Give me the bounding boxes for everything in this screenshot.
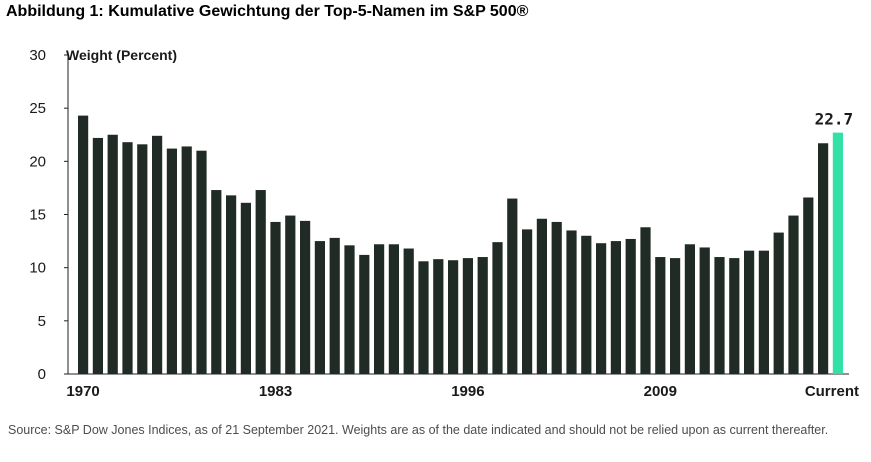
y-tick-label: 30: [29, 47, 46, 64]
x-tick-label: 1996: [451, 383, 484, 400]
y-tick-label: 5: [38, 313, 46, 330]
bars: [78, 115, 843, 375]
bar: [773, 232, 784, 374]
bar: [744, 250, 755, 374]
bar: [388, 244, 399, 374]
x-axis: 1970 1983 1996 2009 Current: [66, 383, 859, 400]
figure-title: Abbildung 1: Kumulative Gewichtung der T…: [6, 3, 529, 20]
bar: [196, 150, 207, 374]
bar: [300, 220, 311, 374]
bar: [314, 241, 325, 374]
bar: [166, 148, 177, 374]
bar: [226, 195, 237, 374]
source-note: Source: S&P Dow Jones Indices, as of 21 …: [8, 423, 829, 437]
bar: [684, 244, 695, 374]
bar: [581, 235, 592, 374]
x-tick-label: 1970: [66, 383, 99, 400]
bar: [522, 229, 533, 374]
bar: [255, 190, 266, 374]
bar: [536, 218, 547, 374]
bar: [566, 230, 577, 374]
bar: [137, 144, 148, 374]
bar: [462, 258, 473, 374]
bar: [418, 261, 429, 374]
bar: [788, 215, 799, 374]
bar: [359, 254, 370, 374]
bar: [107, 134, 118, 374]
bar: [670, 258, 681, 374]
bar: [433, 259, 444, 374]
x-tick-label: Current: [805, 383, 859, 400]
y-tick-label: 25: [29, 100, 46, 117]
bar: [714, 257, 725, 374]
bar: [152, 135, 163, 374]
bar: [551, 221, 562, 374]
bar: [374, 244, 385, 374]
bar: [122, 142, 133, 374]
bar: [240, 202, 251, 374]
bar: [625, 238, 636, 374]
bar: [803, 197, 814, 374]
bar: [285, 215, 296, 374]
y-tick-label: 0: [38, 366, 46, 383]
bar: [477, 257, 488, 374]
y-axis-label: Weight (Percent): [66, 47, 177, 63]
y-tick-label: 20: [29, 153, 46, 170]
y-axis: 0 5 10 15 20 25 30: [29, 47, 849, 383]
bar: [181, 146, 192, 374]
bar: [699, 247, 710, 374]
bar: [270, 221, 281, 374]
bar: [448, 260, 459, 374]
x-tick-label: 1983: [259, 383, 292, 400]
bar: [610, 241, 621, 374]
bar: [729, 258, 740, 374]
y-tick-label: 10: [29, 260, 46, 277]
x-tick-label: 2009: [644, 383, 677, 400]
bar: [758, 250, 769, 374]
bar: [655, 257, 666, 374]
bar: [818, 143, 829, 374]
current-value-label: 22.7: [815, 110, 854, 129]
bar: [507, 198, 518, 374]
bar: [329, 237, 340, 374]
bar-current: [832, 132, 843, 374]
bar: [78, 115, 89, 375]
bar: [403, 248, 414, 374]
bar: [211, 190, 222, 374]
bar: [92, 137, 103, 374]
bar: [492, 242, 503, 374]
bar: [344, 245, 355, 374]
bar-chart: 0 5 10 15 20 25 30 1970 1983 1996 2009 Current Wei…: [29, 47, 859, 400]
bar: [640, 227, 651, 374]
bar: [596, 243, 607, 374]
y-tick-label: 15: [29, 207, 46, 224]
